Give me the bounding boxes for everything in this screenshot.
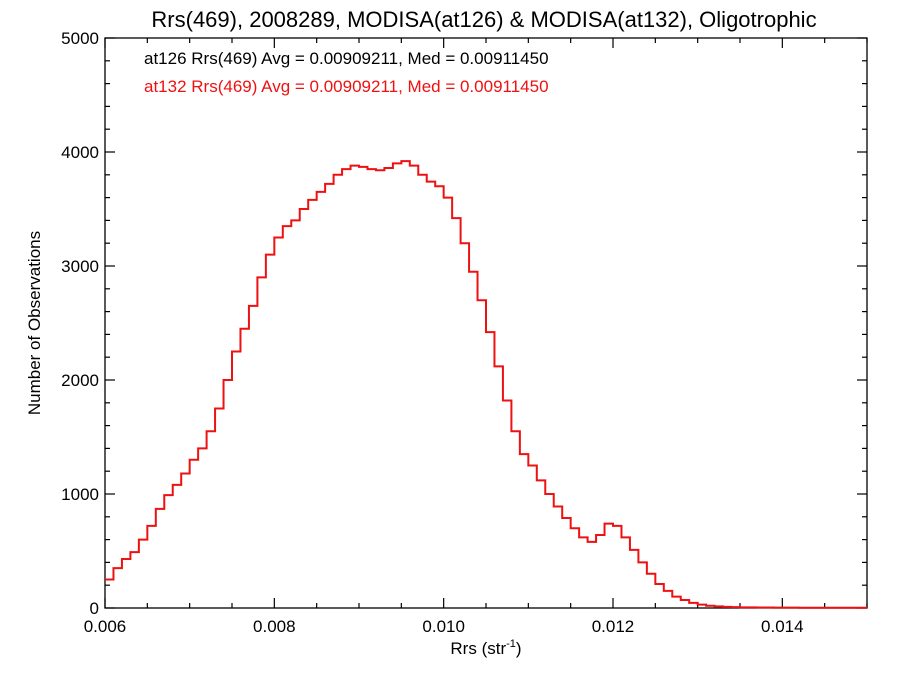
y-tick-label: 3000 xyxy=(61,257,99,276)
y-tick-label: 1000 xyxy=(61,485,99,504)
y-tick-label: 2000 xyxy=(61,371,99,390)
annotation-at126-stats: at126 Rrs(469) Avg = 0.00909211, Med = 0… xyxy=(144,49,549,68)
annotation-at132-stats: at132 Rrs(469) Avg = 0.00909211, Med = 0… xyxy=(144,77,549,96)
chart-title: Rrs(469), 2008289, MODISA(at126) & MODIS… xyxy=(151,7,816,32)
y-tick-label: 5000 xyxy=(61,29,99,48)
y-axis-title: Number of Observations xyxy=(25,231,44,415)
series-layer xyxy=(105,160,867,609)
x-tick-label: 0.014 xyxy=(761,617,804,636)
x-axis-ticks: 0.006 0.008 0.010 0.012 0.014 xyxy=(84,38,868,636)
x-axis-title: Rrs (str-1) xyxy=(450,638,521,658)
x-axis-title-suffix: ) xyxy=(516,639,522,658)
y-tick-label: 0 xyxy=(90,599,99,618)
x-tick-label: 0.010 xyxy=(422,617,465,636)
x-axis-title-superscript: -1 xyxy=(506,638,516,650)
x-axis-title-main: Rrs (str xyxy=(450,639,506,658)
y-tick-label: 4000 xyxy=(61,143,99,162)
x-tick-label: 0.006 xyxy=(84,617,127,636)
y-axis-ticks: 0 1000 2000 3000 4000 5000 xyxy=(61,29,867,618)
x-tick-label: 0.012 xyxy=(592,617,635,636)
histogram-series-line xyxy=(105,160,867,609)
x-tick-label: 0.008 xyxy=(253,617,296,636)
